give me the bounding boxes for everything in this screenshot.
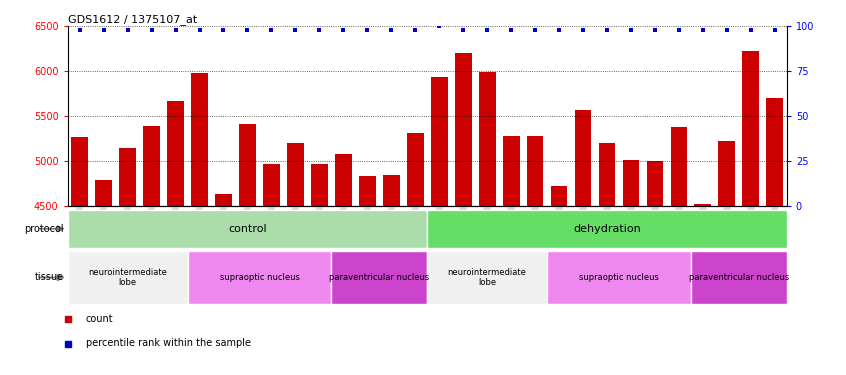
- Bar: [191, 73, 208, 206]
- Bar: [743, 51, 759, 206]
- Text: count: count: [85, 314, 113, 324]
- Bar: [547, 251, 691, 304]
- Bar: [332, 251, 427, 304]
- Bar: [503, 136, 519, 206]
- Bar: [623, 160, 640, 206]
- Bar: [335, 154, 352, 206]
- Text: control: control: [228, 224, 266, 234]
- Bar: [427, 251, 547, 304]
- Bar: [695, 204, 711, 206]
- Bar: [431, 76, 448, 206]
- Bar: [287, 143, 304, 206]
- Bar: [383, 175, 399, 206]
- Bar: [188, 251, 332, 304]
- Bar: [599, 143, 615, 206]
- Text: GDS1612 / 1375107_at: GDS1612 / 1375107_at: [68, 14, 197, 25]
- Bar: [551, 186, 568, 206]
- Bar: [239, 124, 255, 206]
- Text: neurointermediate
lobe: neurointermediate lobe: [448, 268, 526, 287]
- Text: protocol: protocol: [24, 224, 63, 234]
- Bar: [71, 137, 88, 206]
- Bar: [311, 164, 327, 206]
- Text: percentile rank within the sample: percentile rank within the sample: [85, 339, 250, 348]
- Text: supraoptic nucleus: supraoptic nucleus: [219, 273, 299, 282]
- Bar: [359, 176, 376, 206]
- Bar: [718, 141, 735, 206]
- Bar: [96, 180, 112, 206]
- Bar: [168, 101, 184, 206]
- Bar: [646, 161, 663, 206]
- Text: paraventricular nucleus: paraventricular nucleus: [329, 273, 430, 282]
- Bar: [68, 210, 427, 248]
- Bar: [215, 194, 232, 206]
- Text: supraoptic nucleus: supraoptic nucleus: [579, 273, 659, 282]
- Bar: [479, 72, 496, 206]
- Bar: [691, 251, 787, 304]
- Text: neurointermediate
lobe: neurointermediate lobe: [88, 268, 167, 287]
- Bar: [143, 126, 160, 206]
- Text: tissue: tissue: [35, 273, 63, 282]
- Bar: [455, 53, 471, 206]
- Bar: [671, 127, 687, 206]
- Bar: [68, 251, 188, 304]
- Bar: [574, 110, 591, 206]
- Bar: [263, 164, 280, 206]
- Bar: [407, 134, 424, 206]
- Text: dehydration: dehydration: [573, 224, 641, 234]
- Bar: [119, 148, 136, 206]
- Bar: [766, 98, 783, 206]
- Text: paraventricular nucleus: paraventricular nucleus: [689, 273, 789, 282]
- Bar: [427, 210, 787, 248]
- Bar: [527, 136, 543, 206]
